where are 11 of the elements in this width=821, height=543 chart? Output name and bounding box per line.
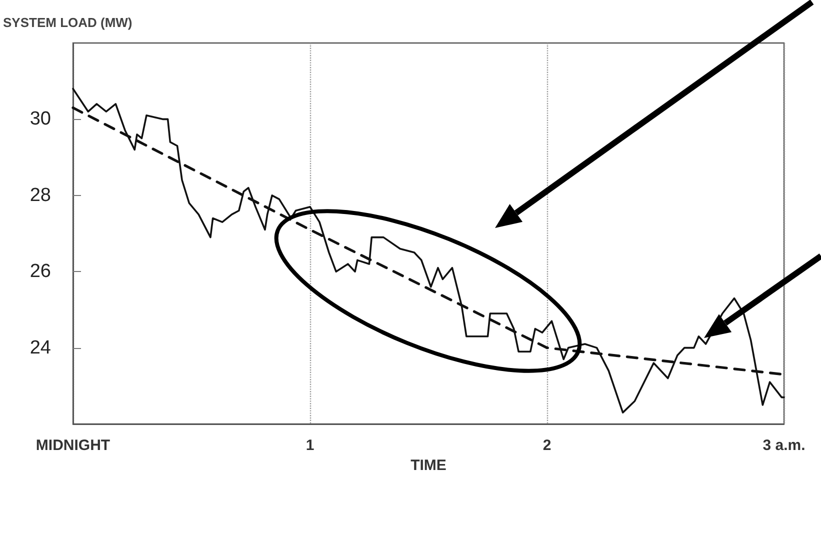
- x-axis-title: TIME: [410, 456, 446, 474]
- x-tick-label: 3 a.m.: [762, 437, 806, 454]
- x-tick-label: 2: [542, 437, 552, 454]
- y-tick-label: 30: [30, 108, 51, 130]
- y-tick-label: 28: [30, 184, 51, 206]
- y-axis-title: SYSTEM LOAD (MW): [3, 15, 132, 30]
- y-tick-label: 24: [30, 337, 52, 358]
- y-tick-label: 26: [30, 261, 51, 282]
- x-tick-label: MIDNIGHT: [36, 437, 110, 454]
- line-series: [72, 88, 785, 414]
- x-tick-label: 1: [306, 437, 314, 454]
